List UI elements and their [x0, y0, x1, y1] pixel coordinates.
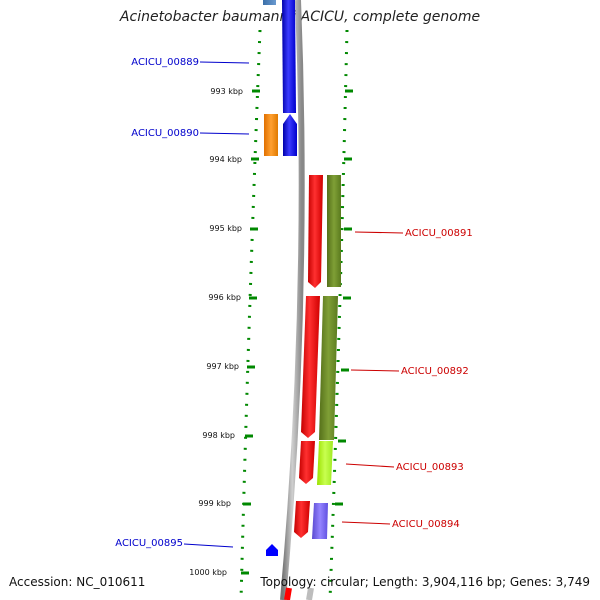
leader-acicu-00895 — [183, 543, 234, 548]
gene-label-acicu-00891: ACICU_00891 — [405, 228, 473, 239]
tick-label: 993 kbp — [210, 87, 243, 96]
gene-acicu-00892-olive — [319, 296, 338, 440]
gene-acicu-00893 — [299, 441, 315, 484]
gene-fragment-top — [263, 0, 276, 5]
inner-tick-ring — [239, 29, 262, 600]
leader-acicu-00889 — [199, 61, 250, 64]
gene-acicu-00895 — [266, 544, 278, 556]
gene-label-acicu-00889: ACICU_00889 — [131, 57, 199, 68]
leader-acicu-00892 — [350, 369, 400, 372]
gene-acicu-00894 — [294, 501, 310, 538]
inner-dotted-ring — [239, 29, 262, 600]
tick-label: 999 kbp — [198, 499, 231, 508]
leader-acicu-00893 — [345, 463, 395, 468]
genome-backbone-lower-2 — [306, 587, 314, 600]
tick-marks — [241, 89, 353, 575]
genome-backbone-lower — [284, 587, 292, 600]
gene-label-acicu-00893: ACICU_00893 — [396, 462, 464, 473]
gene-acicu-00894-slate — [312, 503, 328, 539]
gene-acicu-00893-lime — [317, 441, 333, 485]
tick-label: 994 kbp — [209, 155, 242, 164]
gene-acicu-00892 — [301, 296, 320, 438]
gene-acicu-00890-arrow — [283, 114, 297, 156]
leader-acicu-00890 — [199, 132, 250, 135]
gene-label-acicu-00890: ACICU_00890 — [131, 128, 199, 139]
gene-label-acicu-00894: ACICU_00894 — [392, 519, 460, 530]
accession-text: Accession: NC_010611 — [9, 575, 146, 589]
tick-label: 996 kbp — [208, 293, 241, 302]
tick-label: 995 kbp — [209, 224, 242, 233]
gene-label-acicu-00895: ACICU_00895 — [115, 538, 183, 549]
leader-acicu-00894 — [341, 521, 391, 525]
gene-label-acicu-00892: ACICU_00892 — [401, 366, 469, 377]
leader-acicu-00891 — [354, 231, 404, 234]
tick-label: 998 kbp — [202, 431, 235, 440]
gene-acicu-00889 — [282, 0, 296, 113]
gene-acicu-00891-olive — [327, 175, 341, 287]
gene-acicu-00891 — [308, 175, 323, 288]
genome-summary-text: Topology: circular; Length: 3,904,116 bp… — [260, 575, 590, 589]
tick-label: 1000 kbp — [189, 568, 227, 577]
gene-labels: ACICU_00889 ACICU_00890 ACICU_00891 ACIC… — [115, 57, 472, 549]
tick-labels: 993 kbp 994 kbp 995 kbp 996 kbp 997 kbp … — [189, 87, 243, 577]
tick-label: 997 kbp — [206, 362, 239, 371]
gene-acicu-00890-orange — [264, 114, 278, 156]
genome-backbone — [280, 0, 305, 600]
leader-lines — [183, 61, 404, 548]
